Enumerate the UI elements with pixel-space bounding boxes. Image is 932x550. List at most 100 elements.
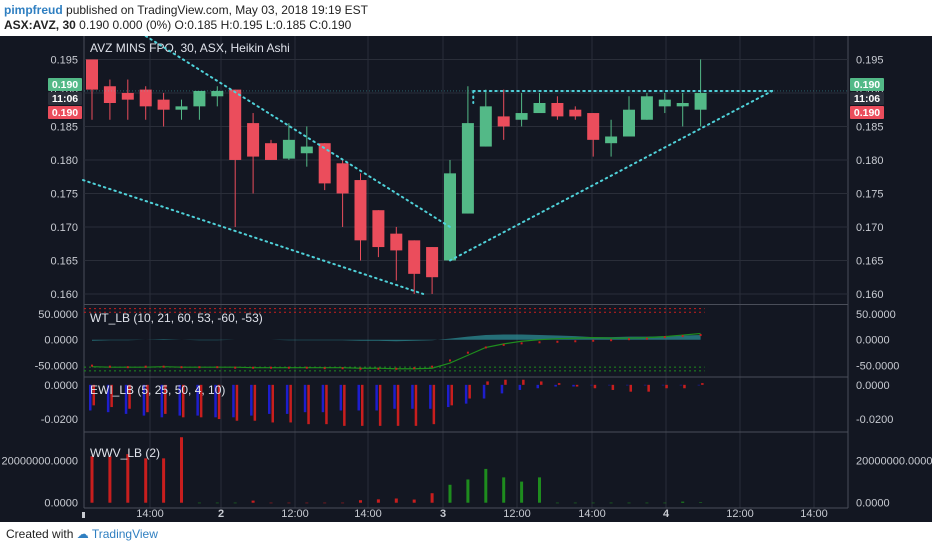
ewi-bar-red bbox=[253, 384, 257, 421]
wt-dot bbox=[162, 365, 165, 368]
time-axis-tick: 12:00 bbox=[503, 508, 531, 520]
wwv-bar bbox=[162, 458, 166, 503]
candle-body bbox=[676, 103, 689, 107]
wwv-bar bbox=[430, 493, 434, 503]
ewi-bar-blue bbox=[250, 384, 253, 416]
wt-dot bbox=[610, 339, 613, 342]
price-badge-left bbox=[48, 77, 82, 91]
wwv-bar bbox=[538, 477, 541, 503]
candle-body bbox=[336, 163, 349, 194]
wt-dot bbox=[252, 366, 255, 369]
wwv-axis-tick-right: 20000000.0000 bbox=[856, 455, 932, 467]
wwv-bar bbox=[305, 502, 309, 504]
wt-dot bbox=[270, 366, 272, 369]
ewi-bar-red bbox=[647, 384, 650, 392]
author-link[interactable]: pimpfreud bbox=[4, 3, 63, 17]
wwv-bar bbox=[251, 500, 255, 503]
candle-body bbox=[175, 106, 188, 110]
wt-dot bbox=[681, 335, 684, 338]
grid bbox=[83, 36, 849, 509]
time-axis-tick: 12:00 bbox=[281, 508, 309, 520]
wt-axis-tick-left: -50.0000 bbox=[35, 361, 78, 373]
wt-pane: WT_LB (10, 21, 60, 53, -60, -53) bbox=[84, 308, 705, 372]
ewi-bar-red bbox=[575, 384, 579, 387]
price-badge-right bbox=[850, 105, 884, 119]
wwv-bar bbox=[215, 502, 219, 504]
ewi-bar-red bbox=[182, 384, 185, 418]
wt-dot bbox=[395, 367, 398, 370]
ewi-bar-blue bbox=[142, 384, 146, 416]
ewi-bar-blue bbox=[285, 384, 289, 414]
candle-body bbox=[658, 99, 671, 107]
ewi-bar-red bbox=[378, 384, 382, 426]
price-axis-tick-left: 0.180 bbox=[50, 155, 78, 167]
wwv-bar bbox=[412, 499, 416, 503]
ewi-bar-red bbox=[468, 384, 471, 399]
ewi-bar-red bbox=[146, 384, 149, 413]
ewi-bar-red bbox=[629, 384, 632, 392]
price-badge-left bbox=[48, 91, 82, 105]
time-axis-tick: 4 bbox=[663, 508, 670, 520]
wwv-bar bbox=[197, 502, 201, 504]
ewi-bar-blue bbox=[196, 384, 199, 416]
wwv-bar bbox=[180, 437, 183, 503]
symbol-label: ASX:AVZ, 30 bbox=[4, 18, 76, 32]
ewi-bar-blue bbox=[661, 384, 665, 386]
ewi-bar-blue bbox=[268, 384, 271, 414]
candle-body bbox=[121, 92, 134, 100]
candle-body bbox=[444, 173, 456, 261]
wwv-bar bbox=[591, 502, 595, 504]
wt-dot bbox=[377, 367, 380, 370]
wt-dot bbox=[323, 367, 326, 370]
candle-body bbox=[211, 90, 224, 97]
ewi-bar-blue bbox=[554, 384, 557, 387]
footer: Created with ☁ TradingView bbox=[6, 527, 158, 541]
ewi-pane: EWI_LB (5, 25, 50, 4, 10) bbox=[89, 379, 704, 426]
wt-dot bbox=[466, 351, 469, 354]
wwv-bar bbox=[394, 498, 398, 503]
price-axis-tick-left: 0.195 bbox=[50, 54, 78, 66]
wt-dot bbox=[556, 340, 559, 343]
price-axis-tick-right: 0.170 bbox=[856, 222, 884, 234]
wwv-bar bbox=[681, 501, 685, 503]
tradingview-link[interactable]: TradingView bbox=[91, 527, 158, 541]
ewi-axis-tick-right: 0.0000 bbox=[856, 380, 890, 392]
ewi-bar-blue bbox=[89, 384, 92, 411]
ewi-bar-red bbox=[611, 384, 615, 390]
ewi-bar-red bbox=[289, 384, 292, 423]
wt-dot bbox=[431, 365, 434, 368]
wt-axis-tick-left: 0.0000 bbox=[44, 335, 78, 347]
ewi-bar-red bbox=[665, 384, 668, 389]
wwv-bar bbox=[376, 499, 380, 503]
chart-area[interactable]: AVZ MINS FPO, 30, ASX, Heikin Ashi WT_LB… bbox=[0, 36, 932, 522]
ewi-axis-tick-left: -0.0200 bbox=[41, 414, 78, 426]
wwv-bar bbox=[573, 502, 577, 504]
wt-dot bbox=[234, 366, 237, 369]
time-axis-tick: 14:00 bbox=[136, 508, 164, 520]
wwv-pane-title: WWV_LB (2) bbox=[90, 446, 160, 460]
wt-dot bbox=[341, 367, 344, 370]
wt-dot bbox=[628, 338, 630, 341]
candle-body bbox=[265, 143, 277, 160]
ewi-bar-blue bbox=[393, 384, 396, 409]
ewi-bar-red bbox=[396, 384, 400, 426]
price-pane-title: AVZ MINS FPO, 30, ASX, Heikin Ashi bbox=[90, 41, 290, 55]
ewi-bar-blue bbox=[214, 384, 217, 418]
time-axis-tick: 14:00 bbox=[354, 508, 382, 520]
wwv-bar bbox=[359, 500, 362, 503]
candle-body bbox=[623, 109, 635, 137]
wt-dot bbox=[180, 366, 183, 369]
time-axis-tick: 14:00 bbox=[800, 508, 828, 520]
ewi-bar-blue bbox=[500, 384, 504, 394]
wt-dot bbox=[663, 336, 666, 339]
chart-svg[interactable]: AVZ MINS FPO, 30, ASX, Heikin Ashi WT_LB… bbox=[0, 36, 932, 522]
ewi-bar-red bbox=[361, 384, 364, 426]
wt-axis-tick-right: 0.0000 bbox=[856, 335, 890, 347]
ewi-bar-red bbox=[450, 384, 453, 406]
ewi-bar-red bbox=[557, 383, 561, 385]
wwv-bar bbox=[502, 477, 506, 503]
ewi-bar-blue bbox=[536, 384, 539, 389]
ewi-bar-blue bbox=[464, 384, 468, 404]
ewi-bar-red bbox=[235, 384, 239, 421]
price-badge-text-right: 0.190 bbox=[854, 107, 880, 119]
